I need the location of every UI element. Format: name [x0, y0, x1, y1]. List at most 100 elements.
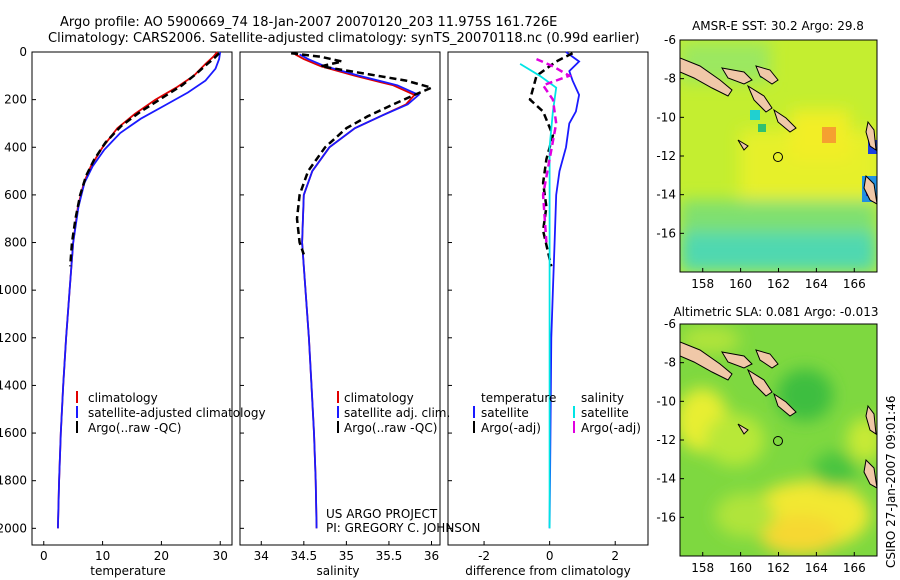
island: [721, 351, 753, 369]
legend-label-climatology: climatology: [88, 391, 158, 405]
legend-label-sal-satellite: satellite: [581, 406, 629, 420]
difference-xlabel: difference from climatology: [465, 564, 631, 578]
x-tick-label: 10: [95, 549, 110, 563]
sst-cool-patch: [680, 232, 877, 272]
x-tick-label: 36: [424, 549, 439, 563]
series-line-salinity-satellite: [519, 63, 558, 529]
map-x-tick-label: 162: [767, 277, 790, 291]
x-tick-label: 34: [254, 549, 269, 563]
island: [680, 57, 733, 97]
island: [746, 368, 773, 397]
x-tick-label: 0: [546, 549, 554, 563]
series-line-satellite-adj-clim-: [299, 53, 421, 529]
sla-low-patch: [813, 452, 857, 488]
map-y-tick-label: -12: [656, 149, 676, 163]
sst-map-axes: 158 160 162 164 166 -6 -8 -10 -12 -14 -16: [656, 33, 865, 291]
map-y-tick-label: -10: [656, 110, 676, 124]
map-y-tick-label: -8: [664, 72, 676, 86]
sst-cell: [758, 124, 766, 132]
legend-label-satellite: satellite-adjusted climatology: [88, 406, 266, 420]
sla-high-patch: [847, 418, 877, 462]
salinity-legend: climatology satellite adj. clim. Argo(..…: [337, 391, 450, 435]
depth-tick-label: 1200: [0, 331, 27, 345]
map-x-tick-label: 166: [843, 277, 866, 291]
difference-legend: temperature satellite Argo(-adj) salinit…: [473, 391, 641, 435]
island: [773, 392, 797, 417]
salinity-panel-frame: [239, 51, 441, 546]
depth-tick-label: 1000: [0, 283, 27, 297]
depth-axis: 0 200 400 600 800 1000 1200 1400 1600 1800 2000: [0, 45, 452, 535]
legend-label-argo: Argo(..raw -QC): [88, 421, 181, 435]
argo-position-marker: [773, 152, 783, 162]
map-x-tick-label: 160: [729, 277, 752, 291]
island: [773, 108, 797, 133]
temperature-plot: 0 10 20 30: [40, 51, 228, 563]
x-tick-label: 2: [611, 549, 619, 563]
x-tick-label: 35.5: [376, 549, 403, 563]
island: [863, 458, 877, 489]
island: [755, 349, 779, 369]
depth-tick-label: 1600: [0, 426, 27, 440]
depth-tick-label: 1800: [0, 474, 27, 488]
salinity-plot: 34 34.5 35 35.5 36: [254, 51, 439, 563]
legend-label-climatology: climatology: [344, 391, 414, 405]
x-tick-label: -2: [478, 549, 490, 563]
sst-hot-cell: [822, 127, 836, 143]
salinity-xlabel: salinity: [316, 564, 359, 578]
legend-heading-salinity: salinity: [581, 391, 624, 405]
map-x-tick-label: 158: [691, 561, 714, 575]
map-x-tick-label: 164: [805, 277, 828, 291]
sst-warm-patch: [790, 110, 850, 160]
title-line-2: Climatology: CARS2006. Satellite-adjuste…: [48, 31, 640, 46]
depth-tick-label: 600: [4, 188, 27, 202]
argo-position-marker: [773, 436, 783, 446]
series-line-satellite-adjusted-climatology: [57, 51, 222, 529]
series-line-argo-raw-qc-: [290, 51, 436, 255]
island: [865, 404, 877, 436]
depth-tick-label: 400: [4, 140, 27, 154]
temperature-xlabel: temperature: [90, 564, 165, 578]
x-tick-label: 20: [154, 549, 169, 563]
map-y-tick-label: -6: [664, 317, 676, 331]
map-x-tick-label: 164: [805, 561, 828, 575]
temperature-panel-frame: [31, 51, 233, 546]
island: [863, 174, 877, 205]
map-x-tick-label: 160: [729, 561, 752, 575]
sla-high-patch: [680, 326, 740, 354]
difference-plot: -2 0 2: [478, 51, 619, 563]
map-y-tick-label: -14: [656, 472, 676, 486]
x-tick-label: 35: [339, 549, 354, 563]
depth-tick-label: 2000: [0, 521, 27, 535]
legend-label-satellite: satellite adj. clim.: [344, 406, 450, 420]
title-line-1: Argo profile: AO 5900669_74 18-Jan-2007 …: [60, 15, 557, 30]
legend-heading-temperature: temperature: [481, 391, 556, 405]
depth-tick-label: 800: [4, 236, 27, 250]
sla-map-title: Altimetric SLA: 0.081 Argo: -0.013: [673, 305, 878, 319]
map-y-tick-label: -14: [656, 188, 676, 202]
sla-high-patch: [705, 414, 765, 466]
difference-panel-frame: [447, 51, 649, 546]
map-y-tick-label: -10: [656, 394, 676, 408]
series-line-salinity-argo-adj-: [535, 57, 573, 243]
pi-label: PI: GREGORY C. JOHNSON: [326, 521, 480, 535]
project-label: US ARGO PROJECT: [326, 507, 438, 521]
x-tick-label: 0: [40, 549, 48, 563]
legend-label-temp-argo: Argo(-adj): [481, 421, 541, 435]
legend-label-temp-satellite: satellite: [481, 406, 529, 420]
x-tick-label: 34.5: [290, 549, 317, 563]
sla-high-patch: [715, 493, 775, 537]
depth-tick-label: 0: [19, 45, 27, 59]
sst-map: [680, 40, 877, 272]
island: [721, 67, 753, 85]
map-y-tick-label: -16: [656, 226, 676, 240]
x-tick-label: 30: [213, 549, 228, 563]
map-y-tick-label: -8: [664, 356, 676, 370]
depth-tick-label: 1400: [0, 378, 27, 392]
map-x-tick-label: 158: [691, 277, 714, 291]
island: [737, 423, 749, 435]
map-y-tick-label: -12: [656, 433, 676, 447]
island: [737, 139, 749, 151]
map-x-tick-label: 162: [767, 561, 790, 575]
sla-low-patch: [777, 369, 833, 421]
